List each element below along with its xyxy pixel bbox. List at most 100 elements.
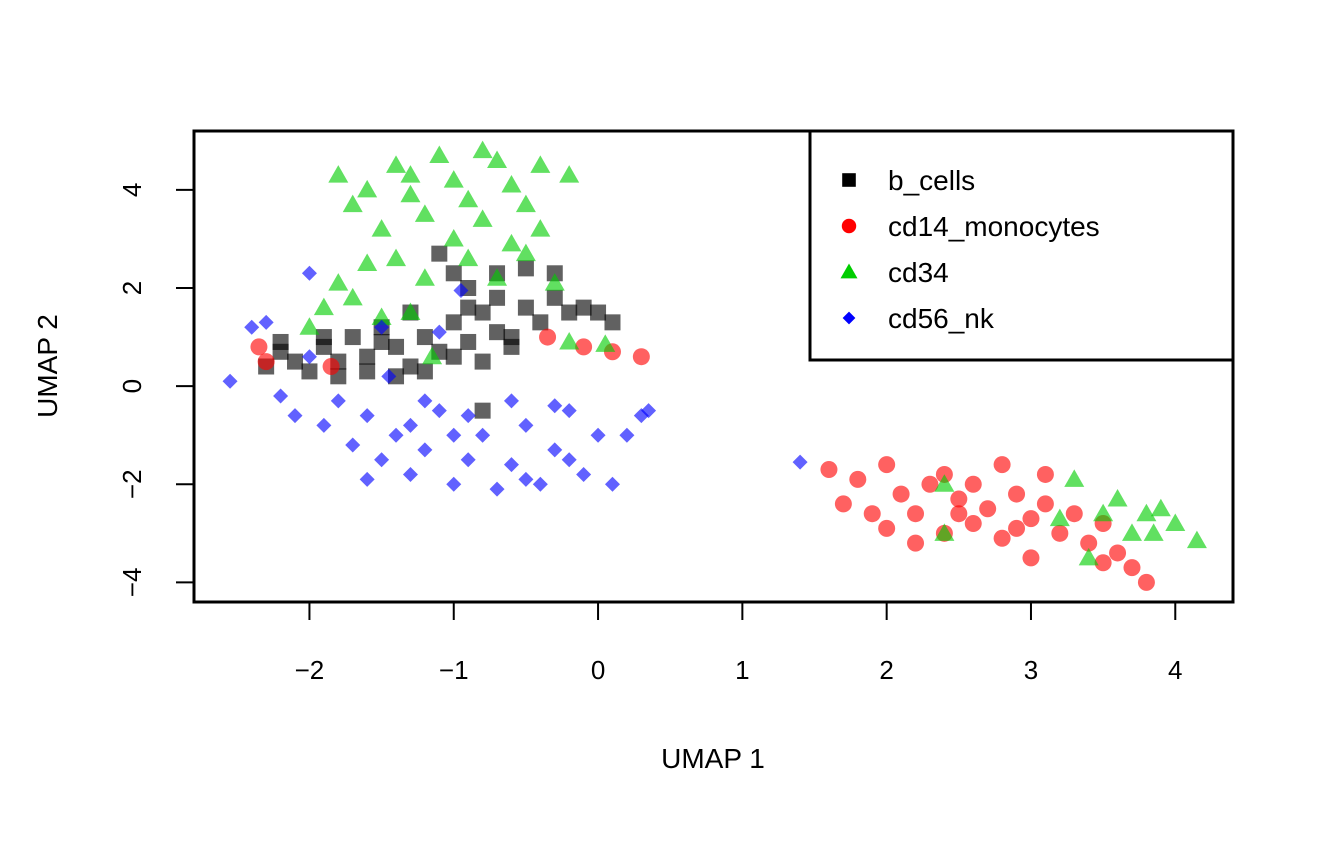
y-tick-label-0: −4 — [117, 568, 147, 598]
point-cd34-23 — [515, 243, 536, 262]
legend-label-cd56_nk: cd56_nk — [888, 303, 995, 334]
point-b_cells-7 — [359, 348, 376, 365]
point-cd34-43 — [1150, 498, 1171, 517]
point-b_cells-28 — [416, 363, 433, 380]
point-cd34-49 — [400, 165, 421, 183]
point-cd56_nk-30 — [374, 319, 390, 335]
point-cd56_nk-41 — [446, 427, 462, 443]
legend-marker-cd34 — [840, 263, 858, 279]
point-cd34-13 — [371, 219, 392, 237]
y-tick-label-2: 0 — [117, 379, 147, 393]
point-cd34-27 — [342, 287, 363, 306]
point-cd56_nk-36 — [460, 408, 476, 424]
point-cd56_nk-13 — [417, 442, 433, 458]
point-cd14_monocytes-10 — [863, 505, 881, 523]
point-b_cells-30 — [474, 353, 491, 370]
x-tick-label-0: −2 — [295, 655, 325, 685]
point-cd34-26 — [313, 297, 334, 316]
point-cd56_nk-17 — [475, 427, 491, 443]
point-b_cells-24 — [604, 314, 621, 331]
point-cd56_nk-19 — [503, 457, 519, 473]
point-cd14_monocytes-24 — [1065, 505, 1083, 523]
point-cd34-21 — [458, 248, 479, 267]
point-b_cells-16 — [489, 324, 506, 341]
point-cd56_nk-35 — [417, 393, 433, 409]
point-cd14_monocytes-14 — [921, 475, 939, 493]
point-cd56_nk-34 — [381, 368, 397, 384]
point-cd34-46 — [1143, 523, 1164, 541]
point-cd56_nk-26 — [604, 476, 620, 492]
point-cd56_nk-29 — [641, 403, 657, 419]
point-cd34-2 — [386, 155, 407, 173]
point-cd14_monocytes-38 — [950, 505, 968, 523]
point-cd34-3 — [400, 184, 421, 203]
point-cd34-5 — [443, 170, 464, 188]
point-cd14_monocytes-2 — [322, 358, 340, 375]
point-cd56_nk-42 — [518, 471, 534, 487]
point-cd56_nk-37 — [503, 393, 519, 409]
point-cd56_nk-16 — [460, 452, 476, 468]
point-cd14_monocytes-36 — [907, 534, 925, 552]
y-tick-label-1: −2 — [117, 469, 147, 499]
point-cd34-4 — [429, 145, 450, 164]
point-cd34-38 — [1078, 547, 1099, 566]
point-cd56_nk-12 — [402, 466, 418, 482]
point-cd56_nk-7 — [330, 393, 346, 409]
point-b_cells-18 — [517, 299, 534, 316]
legend-label-b_cells: b_cells — [888, 165, 975, 196]
point-b_cells-3 — [301, 363, 318, 380]
point-cd34-35 — [934, 523, 955, 541]
points-layer — [222, 140, 1207, 591]
point-cd14_monocytes-30 — [878, 456, 896, 474]
legend-marker-cd56_nk — [842, 311, 856, 325]
point-cd34-19 — [386, 248, 407, 267]
axes-layer: −2 −1 0 1 2 3 4 −4 −2 0 2 4 — [117, 183, 1183, 685]
legend-box — [808, 129, 1235, 362]
point-b_cells-2 — [287, 353, 304, 370]
point-b_cells-19 — [532, 314, 549, 331]
point-cd14_monocytes-19 — [993, 529, 1011, 547]
point-cd34-41 — [1121, 523, 1142, 541]
point-cd34-6 — [458, 189, 479, 208]
point-cd34-0 — [328, 165, 349, 183]
point-cd14_monocytes-17 — [964, 515, 982, 532]
point-cd34-25 — [357, 253, 378, 271]
point-cd56_nk-15 — [446, 476, 462, 492]
x-tick-label-6: 4 — [1168, 655, 1182, 685]
point-cd14_monocytes-20 — [1008, 485, 1026, 503]
point-cd14_monocytes-3 — [539, 328, 557, 346]
point-cd14_monocytes-37 — [1094, 554, 1112, 572]
y-tick-label-4: 4 — [117, 183, 147, 197]
point-cd34-1 — [357, 179, 378, 198]
point-b_cells-39 — [373, 333, 390, 350]
point-cd56_nk-32 — [453, 282, 469, 298]
point-cd56_nk-1 — [244, 319, 260, 335]
point-b_cells-14 — [460, 333, 477, 350]
x-tick-label-3: 1 — [735, 655, 749, 685]
point-cd34-22 — [487, 268, 508, 286]
point-b_cells-44 — [272, 333, 289, 350]
point-b_cells-40 — [460, 299, 477, 316]
point-b_cells-33 — [445, 265, 462, 282]
point-cd34-15 — [443, 228, 464, 247]
point-b_cells-26 — [359, 363, 376, 380]
point-cd56_nk-25 — [590, 427, 606, 443]
point-b_cells-13 — [445, 314, 462, 331]
point-cd56_nk-24 — [576, 466, 592, 482]
point-cd56_nk-33 — [301, 265, 317, 281]
point-cd34-30 — [400, 302, 421, 321]
point-cd14_monocytes-11 — [878, 519, 896, 537]
point-cd56_nk-11 — [388, 427, 404, 443]
point-cd14_monocytes-22 — [1036, 495, 1054, 513]
legend-label-cd34: cd34 — [888, 257, 949, 288]
point-b_cells-20 — [546, 289, 563, 306]
point-cd34-18 — [530, 219, 551, 237]
x-axis-label: UMAP 1 — [661, 743, 765, 774]
point-cd56_nk-10 — [374, 452, 390, 468]
legend-marker-cd14_monocytes — [841, 218, 857, 234]
point-b_cells-42 — [474, 402, 491, 419]
point-cd56_nk-20 — [518, 417, 534, 433]
point-cd34-33 — [595, 334, 616, 352]
point-cd14_monocytes-33 — [1036, 465, 1054, 483]
point-cd56_nk-27 — [619, 427, 635, 443]
